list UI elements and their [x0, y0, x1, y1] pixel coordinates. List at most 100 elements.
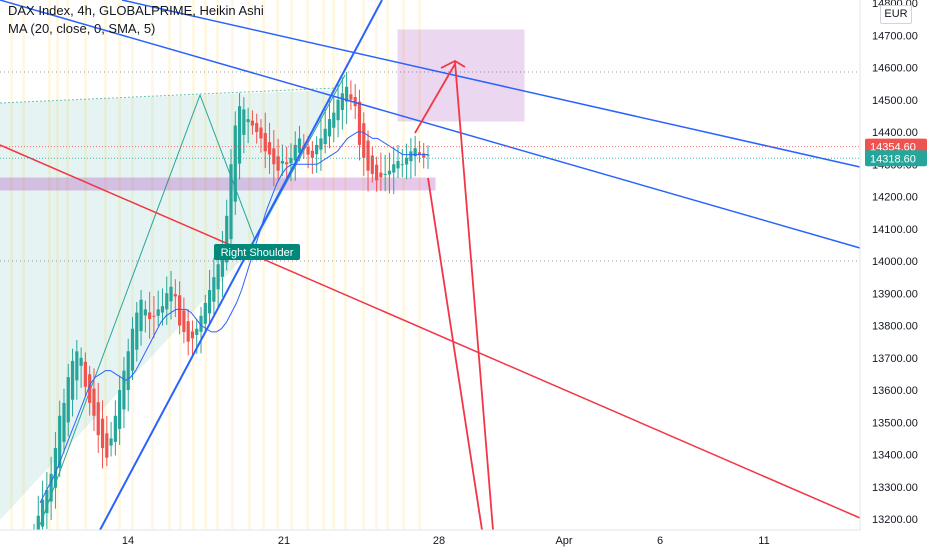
candle-body — [310, 150, 314, 158]
candle-body — [70, 360, 75, 400]
candle-body — [345, 86, 349, 102]
candle-body — [118, 390, 122, 429]
session-highlight — [375, 0, 378, 530]
red-descending-line — [0, 144, 861, 519]
session-highlight — [418, 0, 421, 530]
session-highlight — [118, 0, 121, 530]
symbol-legend[interactable]: DAX Index, 4h, GLOBALPRIME, Heikin Ashi — [8, 3, 264, 18]
candle-body — [417, 152, 422, 155]
candle-body — [409, 151, 413, 162]
session-highlight — [131, 0, 134, 530]
session-highlight — [56, 0, 59, 530]
pattern-top-edge — [0, 87, 337, 104]
time-tick-label: 11 — [758, 535, 769, 547]
candle-body — [263, 132, 267, 152]
candle-body — [306, 146, 310, 155]
session-highlight — [332, 0, 335, 530]
session-highlight — [306, 0, 309, 530]
arrow-up-head — [440, 59, 466, 69]
price-label-text: 14318.60 — [870, 153, 916, 165]
price-tick-label: 14000.00 — [872, 256, 918, 268]
candle-body — [349, 94, 353, 100]
candle-body — [229, 164, 233, 240]
candle-body — [233, 125, 237, 202]
candle-body — [362, 123, 366, 158]
candle-body — [319, 138, 323, 150]
price-tick-label: 13700.00 — [872, 353, 918, 365]
candle-body — [340, 93, 344, 110]
time-tick-label: 14 — [122, 535, 134, 547]
candle-body — [255, 123, 259, 132]
candle-body — [40, 499, 45, 527]
candle-body — [195, 328, 199, 335]
price-tick-label: 13500.00 — [872, 417, 918, 429]
candle-body — [75, 351, 79, 381]
price-tick-label: 14500.00 — [872, 95, 918, 107]
candle-body — [212, 277, 216, 302]
price-axis[interactable]: 13200.00 13300.00 13400.00 13500.00 13600.00… — [859, 0, 932, 550]
candle-body — [96, 402, 100, 436]
candle-body — [280, 161, 284, 164]
price-tick-label: 13800.00 — [872, 321, 918, 333]
candle-body — [383, 173, 387, 175]
arrow-up-path — [414, 63, 456, 134]
currency-button[interactable]: EUR — [880, 5, 912, 24]
candle-body — [246, 119, 250, 123]
candle-body — [242, 109, 246, 135]
time-axis[interactable]: 14 21 28 Apr 6 11 — [0, 529, 860, 550]
session-highlight — [84, 0, 87, 530]
session-highlight — [402, 0, 405, 530]
session-highlight — [322, 0, 325, 530]
candle-body — [203, 302, 207, 324]
right-shoulder-annotation: Right Shoulder — [214, 244, 300, 260]
ascending-trend-line — [99, 0, 383, 531]
time-tick-label: 28 — [433, 535, 445, 547]
price-tick-label: 14400.00 — [872, 127, 918, 139]
candle-body — [49, 473, 53, 502]
session-highlight — [204, 0, 207, 530]
session-highlight — [344, 0, 347, 530]
price-tick-label: 14100.00 — [872, 224, 918, 236]
session-highlight — [10, 0, 13, 530]
candle-body — [36, 515, 40, 538]
session-highlight — [262, 0, 265, 530]
candle-body — [225, 215, 229, 263]
candle-body — [293, 144, 297, 161]
candle-body — [109, 438, 113, 446]
candle-body — [289, 157, 293, 164]
candle-body — [285, 162, 289, 165]
candle-body — [259, 127, 263, 139]
session-highlight — [104, 0, 107, 530]
candle-body — [323, 128, 327, 145]
session-highlight — [48, 0, 51, 530]
support-zone — [0, 177, 436, 191]
candle-body — [375, 164, 379, 181]
candle-body — [156, 309, 160, 316]
time-tick-label: 6 — [657, 535, 663, 547]
session-highlight — [151, 0, 154, 530]
target-zone — [397, 29, 525, 122]
moving-average-line — [39, 131, 428, 504]
candle-body — [216, 264, 220, 290]
candle-body — [370, 155, 374, 174]
session-highlight — [66, 0, 69, 530]
price-label-box — [865, 150, 927, 167]
session-highlight — [168, 0, 171, 530]
indicator-legend[interactable]: MA (20, close, 0, SMA, 5) — [8, 21, 156, 36]
candle-body — [152, 315, 156, 317]
candle-body — [353, 96, 357, 107]
session-highlight — [290, 0, 293, 530]
price-axis-bg — [860, 0, 932, 550]
price-tick-label: 13400.00 — [872, 450, 918, 462]
candle-body — [160, 306, 165, 313]
candle-body — [387, 170, 392, 175]
candle-body — [392, 164, 396, 173]
candle-body — [173, 294, 177, 297]
candle-body — [276, 156, 280, 171]
candle-body — [220, 248, 225, 277]
candle-body — [130, 328, 135, 371]
horizontal-reference-lines — [0, 29, 860, 262]
candle-body — [165, 293, 169, 310]
